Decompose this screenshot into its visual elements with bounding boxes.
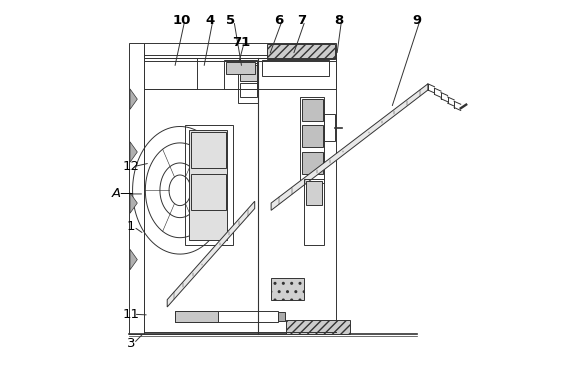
Text: 71: 71 [232, 36, 250, 49]
Text: 4: 4 [205, 14, 214, 27]
Text: 3: 3 [127, 337, 135, 350]
Text: 11: 11 [122, 308, 139, 321]
Polygon shape [130, 142, 137, 162]
Text: 9: 9 [413, 14, 421, 27]
Bar [324, 114, 335, 141]
Bar [239, 63, 258, 103]
Text: 7: 7 [298, 14, 306, 27]
Bar [191, 132, 226, 168]
Bar [224, 60, 257, 89]
Bar [129, 42, 144, 334]
Bar [175, 311, 278, 322]
Bar [271, 278, 304, 300]
Polygon shape [130, 249, 137, 270]
Bar [189, 130, 227, 239]
Bar [191, 174, 226, 210]
Text: 10: 10 [173, 14, 191, 27]
Text: 8: 8 [334, 14, 343, 27]
Bar [185, 125, 233, 245]
Bar [175, 311, 218, 322]
Bar [302, 152, 322, 174]
Bar [306, 181, 322, 205]
Bar [278, 312, 285, 321]
Polygon shape [271, 84, 428, 210]
Bar [267, 44, 335, 59]
Bar [144, 58, 197, 89]
Polygon shape [130, 89, 137, 109]
Text: A—: A— [112, 187, 134, 201]
Bar [302, 99, 322, 121]
Polygon shape [130, 193, 137, 213]
Bar [240, 83, 257, 97]
Bar [144, 58, 336, 89]
Bar [144, 42, 336, 334]
Text: 6: 6 [274, 14, 284, 27]
Bar [262, 60, 329, 76]
Bar [304, 179, 324, 245]
Text: 1: 1 [127, 220, 135, 233]
Bar [226, 61, 255, 74]
Bar [240, 64, 257, 81]
Text: 12: 12 [122, 160, 139, 173]
Text: 5: 5 [226, 14, 236, 27]
Polygon shape [167, 201, 255, 307]
Bar [286, 320, 349, 333]
Bar [300, 97, 324, 183]
Bar [302, 125, 322, 146]
